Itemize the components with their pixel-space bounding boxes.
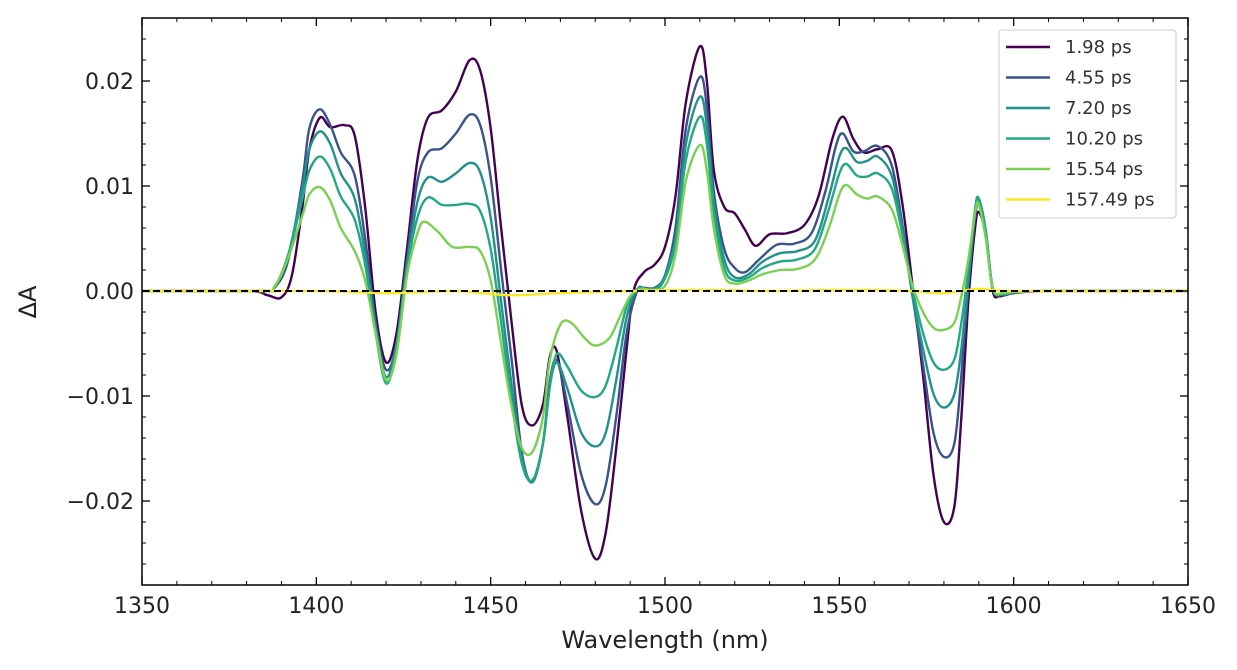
y-tick-label: 0.01 — [85, 175, 134, 200]
series-line-0 — [142, 44, 1188, 561]
x-tick-label: 1600 — [986, 594, 1042, 619]
series-line-5 — [142, 287, 1188, 297]
ticks-layer: 1350 1400 1450 1500 1550 1600 1650 −0.02 −0.01 0.… — [67, 18, 1216, 619]
x-tick-label: 1450 — [463, 594, 519, 619]
x-axis-label: Wavelength (nm) — [561, 626, 768, 654]
x-tick-label: 1500 — [637, 594, 693, 619]
y-tick-label: −0.02 — [67, 490, 134, 515]
legend-label: 4.55 ps — [1065, 68, 1132, 89]
x-tick-label: 1350 — [114, 594, 170, 619]
y-tick-label: 0.02 — [85, 70, 134, 95]
legend: 1.98 ps 4.55 ps 7.20 ps 10.20 ps 15.54 ps 157… — [998, 29, 1177, 219]
legend-label: 7.20 ps — [1065, 98, 1132, 119]
legend-label: 10.20 ps — [1065, 129, 1143, 150]
y-axis-label: ΔA — [14, 285, 42, 318]
y-tick-label: 0.00 — [85, 280, 134, 305]
legend-label: 157.49 ps — [1065, 190, 1155, 211]
legend-label: 15.54 ps — [1065, 159, 1143, 180]
y-tick-label: −0.01 — [67, 385, 134, 410]
legend-label: 1.98 ps — [1065, 37, 1132, 58]
x-tick-label: 1550 — [811, 594, 867, 619]
x-tick-label: 1650 — [1160, 594, 1216, 619]
series-layer — [142, 44, 1188, 561]
x-tick-label: 1400 — [288, 594, 344, 619]
